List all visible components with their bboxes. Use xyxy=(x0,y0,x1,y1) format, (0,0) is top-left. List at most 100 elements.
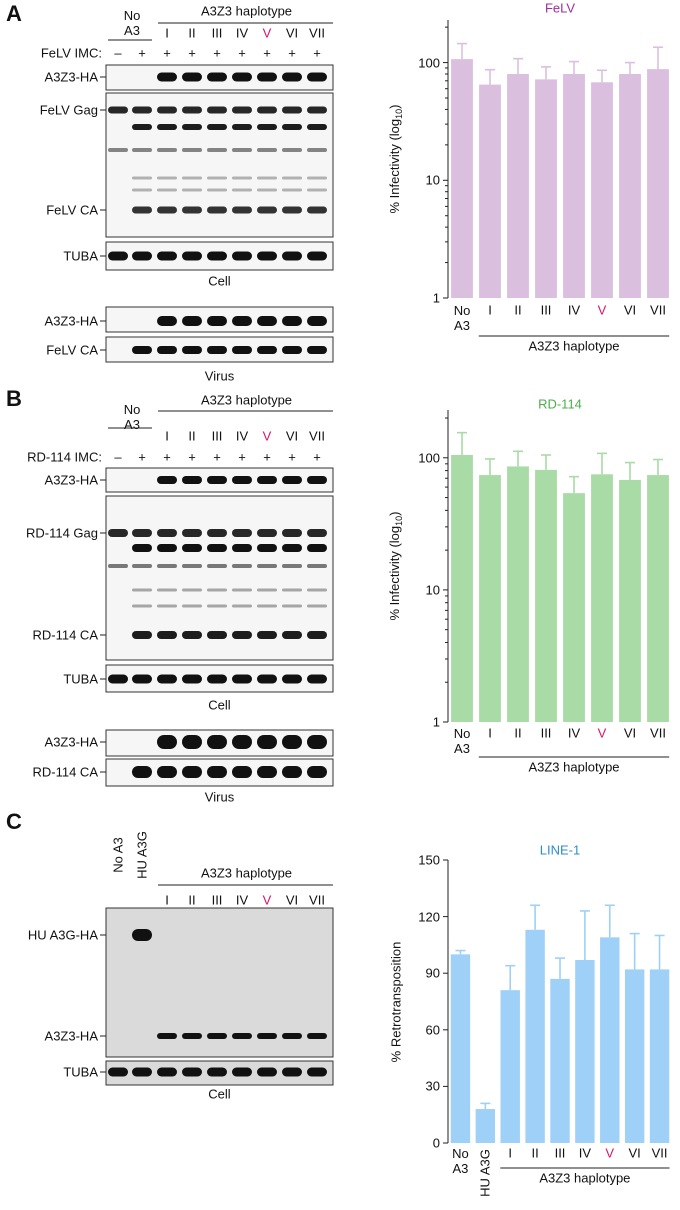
band xyxy=(307,588,327,592)
band xyxy=(282,735,302,749)
bar xyxy=(451,454,473,722)
bar xyxy=(507,73,529,299)
band xyxy=(307,529,327,537)
band xyxy=(257,476,277,484)
band xyxy=(307,148,327,152)
error-bar xyxy=(513,450,523,467)
bar xyxy=(619,73,641,299)
band-label: HU A3G-HA xyxy=(27,927,98,943)
treatment-sign: + xyxy=(188,449,196,465)
band-label: A3Z3-HA xyxy=(44,472,98,488)
x-tick-label: I xyxy=(508,1145,513,1161)
x-tick-label: II xyxy=(514,302,522,318)
x-tick-label: III xyxy=(540,302,552,318)
band xyxy=(132,1067,152,1077)
error-bar xyxy=(530,904,541,930)
band xyxy=(282,588,302,592)
band xyxy=(157,544,177,552)
band xyxy=(232,148,252,152)
band-label: TUBA xyxy=(63,1064,98,1080)
lane-header: No A3 xyxy=(110,837,126,873)
band xyxy=(157,604,177,608)
band xyxy=(307,604,327,608)
band xyxy=(232,588,252,592)
band xyxy=(182,72,202,82)
treatment-sign: + xyxy=(238,449,246,465)
blot-box xyxy=(105,92,334,238)
bar xyxy=(563,73,585,299)
band xyxy=(157,251,177,261)
band xyxy=(207,188,227,192)
band-label: TUBA xyxy=(63,248,98,264)
band xyxy=(182,206,202,214)
y-axis-label-part: % Infectivity (log xyxy=(387,525,402,621)
band xyxy=(182,1067,202,1077)
band xyxy=(282,1033,302,1039)
x-tick-label: VII xyxy=(650,302,666,318)
lane-label: V xyxy=(262,25,272,41)
y-axis-label-part: ) xyxy=(387,104,402,109)
band xyxy=(282,766,302,778)
error-bar xyxy=(480,1102,491,1110)
treatment-sign: + xyxy=(138,45,146,61)
treatment-sign: + xyxy=(138,449,146,465)
band-label: A3Z3-HA xyxy=(44,1028,98,1044)
band xyxy=(157,316,177,326)
error-bar xyxy=(604,904,615,938)
lane-label: I xyxy=(165,428,169,444)
bar xyxy=(451,59,473,298)
band xyxy=(157,476,177,484)
x-tick-label: IV xyxy=(567,725,581,741)
lane-label: IV xyxy=(235,25,249,41)
y-tick-label: 10 xyxy=(425,582,440,598)
band xyxy=(307,251,327,261)
chart-title: LINE-1 xyxy=(539,842,581,858)
band-label: RD-114 CA xyxy=(32,627,98,643)
band xyxy=(182,346,202,354)
band xyxy=(132,544,152,552)
lane-label: II xyxy=(188,25,196,41)
y-axis-label: % Retrotransposition xyxy=(388,941,404,1062)
band xyxy=(207,674,227,684)
band xyxy=(307,1067,327,1077)
y-tick-label: 150 xyxy=(418,852,440,868)
band xyxy=(307,176,327,180)
band xyxy=(307,316,327,326)
band xyxy=(108,251,128,261)
band xyxy=(207,124,227,130)
lane-label: VI xyxy=(285,25,299,41)
y-tick-label: 100 xyxy=(418,450,440,466)
panel-letter: A xyxy=(6,1,22,26)
band xyxy=(307,564,327,568)
lane-header: HU A3G xyxy=(134,831,150,879)
band xyxy=(207,735,227,749)
band xyxy=(132,631,152,639)
bar xyxy=(647,475,669,722)
treatment-sign: – xyxy=(114,45,122,61)
band xyxy=(232,1067,252,1077)
group-label: A3Z3 haplotype xyxy=(528,338,620,354)
y-tick-label: 120 xyxy=(418,909,440,925)
error-bar xyxy=(541,454,551,470)
band xyxy=(182,564,202,568)
lane-label: II xyxy=(188,892,196,908)
band xyxy=(157,188,177,192)
band xyxy=(207,316,227,326)
band-label: FeLV CA xyxy=(46,342,98,358)
band xyxy=(282,251,302,261)
band xyxy=(257,251,277,261)
blot-caption: Cell xyxy=(208,1086,231,1102)
band xyxy=(282,148,302,152)
band xyxy=(157,588,177,592)
band xyxy=(257,346,277,354)
band xyxy=(157,529,177,537)
band xyxy=(257,206,277,214)
bar xyxy=(535,79,557,298)
lane-header: No A3 xyxy=(123,402,141,432)
band xyxy=(157,124,177,130)
band xyxy=(182,529,202,537)
band xyxy=(108,1067,128,1077)
group-label: A3Z3 haplotype xyxy=(528,759,620,775)
treatment-sign: + xyxy=(238,45,246,61)
group-label: A3Z3 haplotype xyxy=(200,3,293,19)
